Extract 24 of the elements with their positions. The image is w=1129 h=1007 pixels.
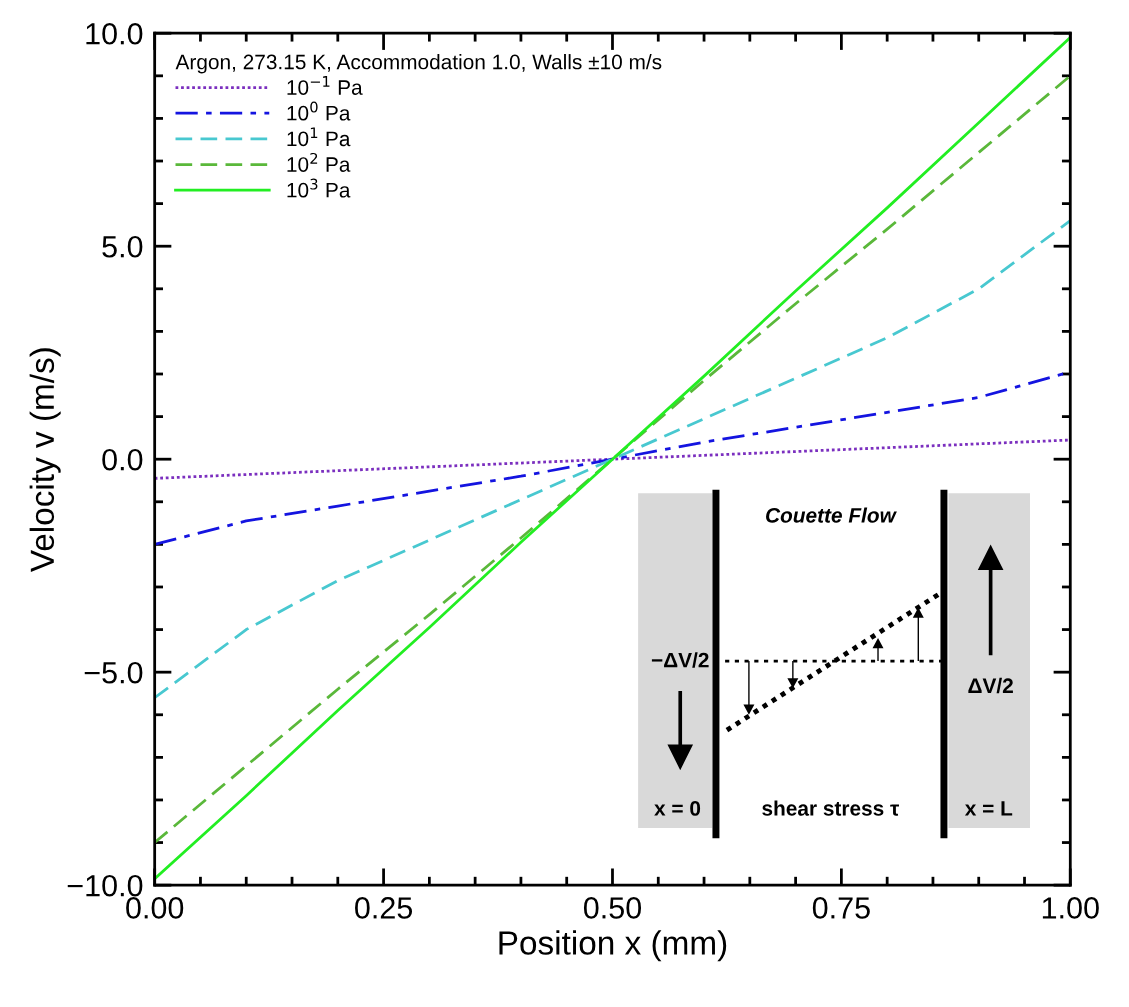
y-tick-label: 10.0 xyxy=(86,22,143,45)
y-tick-label: 0.0 xyxy=(102,448,143,471)
legend-label: 10$^{0}$ Pa xyxy=(287,101,351,121)
annotation: x = L xyxy=(964,801,1013,816)
x-tick-label: 0.00 xyxy=(126,897,184,919)
x-axis-title: Position x (mm) xyxy=(499,930,727,962)
y-tick-label: −10.0 xyxy=(67,874,143,897)
x-tick-label: 0.50 xyxy=(583,897,642,919)
x-tick-label: 0.75 xyxy=(812,897,870,919)
legend-label: 10$^{2}$ Pa xyxy=(287,152,351,172)
legend-label: 10$^{−1}$ Pa xyxy=(287,76,363,95)
y-tick-label: −5.0 xyxy=(84,661,143,684)
annotation: Couette Flow xyxy=(766,507,897,523)
x-tick-label: 1.00 xyxy=(1042,897,1099,919)
annotation: shear stress τ xyxy=(762,800,899,816)
legend-title: Argon, 273.15 K, Accommodation 1.0, Walls ±10 m/s xyxy=(175,54,662,74)
legend-label: 10$^{1}$ Pa xyxy=(287,127,351,147)
annotation: −ΔV/2 xyxy=(651,652,709,668)
annotation: ΔV/2 xyxy=(968,677,1013,694)
y-tick-label: 5.0 xyxy=(102,235,143,258)
legend-label: 10$^{3}$ Pa xyxy=(287,178,351,198)
x-tick-label: 0.25 xyxy=(355,897,413,919)
annotation: x = 0 xyxy=(654,801,701,816)
y-axis-title: Velocity v (m/s) xyxy=(29,348,61,573)
